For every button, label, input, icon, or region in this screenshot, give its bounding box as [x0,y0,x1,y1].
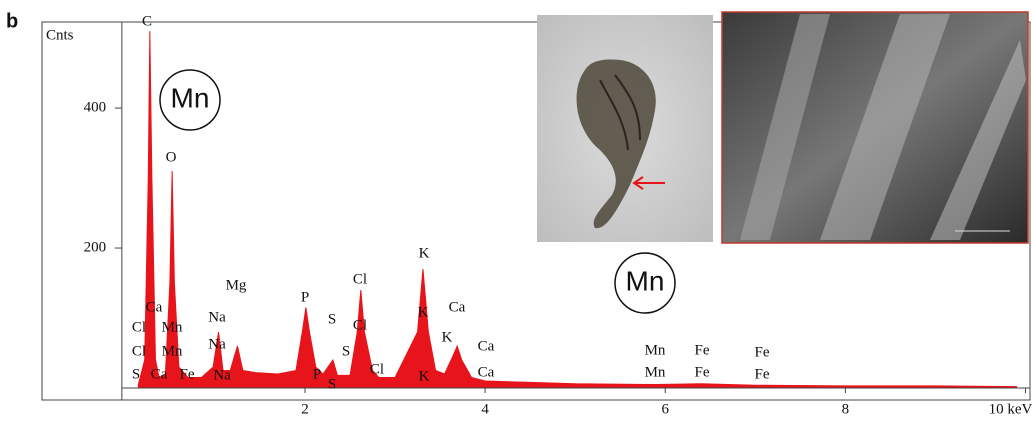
element-label: Cl [353,317,367,333]
panel-label: b [6,10,18,32]
y-tick-label: 400 [84,100,107,116]
element-label: K [419,368,430,384]
photo-inset [537,15,713,242]
element-label: K [442,329,453,345]
element-label: Mn [626,265,665,296]
sem-inset [721,11,1029,244]
element-label: K [419,245,430,261]
x-tick-label: 6 [661,401,669,417]
element-label: Mn [162,343,183,359]
element-label: S [328,376,336,392]
element-label: Mn [645,364,666,380]
y-axis-label: Cnts [46,27,74,43]
plot-frame [41,21,1031,401]
arrow-head [632,176,644,190]
element-label: Cl [353,271,367,287]
element-label: Fe [755,344,770,360]
element-label: Ca [478,364,495,380]
element-label: C [142,13,152,29]
fiber [740,14,830,240]
element-label: S [328,311,336,327]
fiber-bundle [576,59,656,229]
element-label: P [301,289,309,305]
element-label: Fe [755,366,770,382]
element-label: Cl [132,319,146,335]
element-label: S [342,343,350,359]
y-tick-label: 200 [84,239,107,255]
element-label: Cl [132,343,146,359]
element-label: Mg [226,277,247,293]
element-label: Ca [151,366,168,382]
element-label: Fe [695,364,710,380]
fiber [930,40,1026,240]
element-label: S [132,366,140,382]
x-tick-label: 4 [481,401,489,417]
element-label: Ca [478,338,495,354]
element-label: Fe [695,342,710,358]
x-tick-label: 10 keV [989,401,1032,417]
fiber-strands [599,74,641,151]
x-tick-label: 2 [301,401,309,417]
plot-area: 200 400 2 4 6 8 10 keV [84,22,1032,417]
element-label: O [166,149,177,165]
element-label: Ca [146,299,163,315]
element-label: Ca [449,299,466,315]
element-label: Mn [162,319,183,335]
element-label: Na [208,309,226,325]
element-label: Fe [180,366,195,382]
spectrum [137,31,1017,389]
annotation-circle [159,69,221,131]
element-label: Cl [370,361,384,377]
x-tick-label: 8 [842,401,850,417]
element-label: P [313,366,321,382]
element-label: Na [208,336,226,352]
element-label: Mn [171,82,210,113]
annotation-circle [614,252,676,314]
element-label: Na [213,367,231,383]
element-label: Mn [645,342,666,358]
element-label: K [418,304,429,320]
fiber [820,14,950,240]
